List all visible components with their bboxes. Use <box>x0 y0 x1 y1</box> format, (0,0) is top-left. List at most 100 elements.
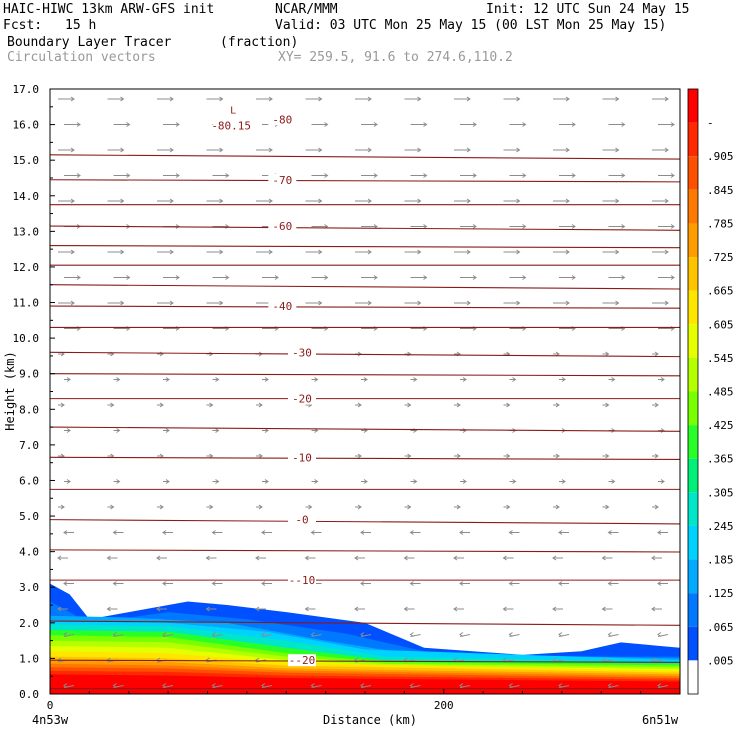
vector-head <box>116 377 121 382</box>
vector-arrow <box>205 555 217 561</box>
vector-head <box>552 555 557 561</box>
vector-head <box>522 275 527 280</box>
vector-arrow <box>658 173 675 178</box>
vector-head <box>407 351 412 357</box>
vector-head <box>70 249 75 255</box>
axes: 0.0 1.0 2.0 3.0 4.0 5.0 6.0 7.0 8.0 9.0 10.0 11.0 12… <box>13 83 642 712</box>
vector-arrow <box>361 275 378 280</box>
vector-head <box>360 632 365 637</box>
vector-head <box>373 122 378 127</box>
vector-arrow <box>460 377 467 382</box>
vector-head <box>615 96 620 102</box>
colorbar-swatch <box>688 660 698 694</box>
vector-head <box>308 504 313 510</box>
colorbar-label: .605 <box>707 318 734 331</box>
vector-arrow <box>404 147 422 153</box>
vector-head <box>615 198 620 204</box>
x-tick-label: 0 <box>47 699 54 712</box>
vector-arrow <box>503 249 521 255</box>
vector-arrow <box>459 683 471 688</box>
vector-arrow <box>559 173 576 178</box>
vector-arrow <box>311 479 319 484</box>
vector-head <box>621 224 626 229</box>
vector-head <box>162 530 167 535</box>
vector-head <box>76 275 81 280</box>
vector-arrow <box>460 428 467 433</box>
vector-arrow <box>107 96 125 102</box>
vector-arrow <box>460 173 477 178</box>
vector-arrow <box>163 479 170 484</box>
isotherm-line <box>49 245 681 249</box>
vector-arrow <box>58 300 75 306</box>
vector-arrow <box>460 479 467 484</box>
isotherm-label: -70 <box>272 174 292 187</box>
vector-head <box>162 683 167 688</box>
vector-head <box>209 504 214 510</box>
isotherm-label: -30 <box>292 346 312 359</box>
vector-head <box>169 147 174 153</box>
vector-head <box>516 147 521 153</box>
vector-arrow <box>310 683 322 688</box>
vector-arrow <box>311 122 329 127</box>
vector-head <box>516 96 521 102</box>
y-tick-label: 4.0 <box>19 546 39 559</box>
vector-arrow <box>454 504 461 510</box>
vector-arrow <box>157 96 174 102</box>
vector-head <box>413 377 418 382</box>
vector-head <box>654 504 659 510</box>
vector-head <box>120 96 125 102</box>
y-tick-label: 3.0 <box>19 581 39 594</box>
vector-arrow <box>404 504 412 510</box>
vector-head <box>555 453 560 459</box>
vector-arrow <box>553 96 570 102</box>
vector-head <box>324 275 329 280</box>
vector-head <box>120 198 125 204</box>
vector-head <box>112 581 117 586</box>
colorbar-swatch <box>688 559 698 594</box>
vector-head <box>459 530 464 535</box>
vector-arrow <box>212 428 220 433</box>
vector-head <box>417 300 422 306</box>
vector-arrow <box>311 173 329 178</box>
vector-head <box>561 479 566 484</box>
colorbar-swatch <box>688 425 698 459</box>
vector-arrow <box>256 402 263 408</box>
vector-arrow <box>559 479 566 484</box>
vector-arrow <box>558 632 570 637</box>
model-title: HAIC-HIWC 13km ARW-GFS init <box>3 2 215 17</box>
vector-arrow <box>652 96 669 102</box>
vector-arrow <box>657 632 669 637</box>
vector-head <box>621 122 626 127</box>
vector-arrow <box>256 96 273 102</box>
vector-head <box>472 224 477 229</box>
vector-arrow <box>355 453 362 459</box>
colorbar-label: .245 <box>707 520 734 533</box>
vector-arrow <box>63 632 75 637</box>
vector-head <box>472 275 477 280</box>
vector-arrow <box>657 683 669 688</box>
xy-range: XY= 259.5, 91.6 to 274.6,110.2 <box>278 50 513 65</box>
colorbar-frame <box>687 88 699 695</box>
vector-head <box>357 402 362 408</box>
vector-head <box>314 377 319 382</box>
vector-head <box>258 504 263 510</box>
colorbar-label: .725 <box>707 251 734 264</box>
vector-head <box>565 147 570 153</box>
vector-head <box>561 377 566 382</box>
vector-arrow <box>553 198 570 204</box>
vector-head <box>558 683 563 688</box>
field-name: Boundary Layer Tracer <box>7 35 172 50</box>
vector-head <box>162 581 167 586</box>
vector-head <box>63 632 68 637</box>
vector-head <box>664 249 669 255</box>
vector-arrow <box>553 147 570 153</box>
vector-head <box>310 683 315 688</box>
y-tick-label: 17.0 <box>13 83 40 96</box>
vector-arrow <box>460 224 477 229</box>
vector-head <box>565 198 570 204</box>
vector-head <box>651 606 656 612</box>
vector-arrow <box>652 504 659 510</box>
vector-head <box>268 249 273 255</box>
vector-arrow <box>206 147 224 153</box>
